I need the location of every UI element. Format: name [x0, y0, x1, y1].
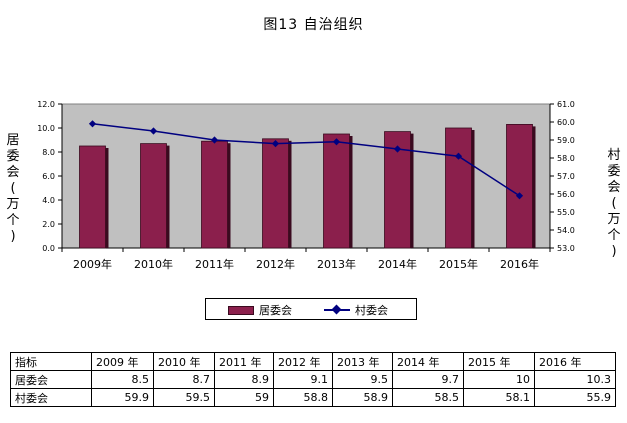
right-tick-label: 54.0 — [557, 226, 575, 235]
line-series — [92, 123, 520, 197]
left-axis-label-char: 居 — [6, 133, 20, 148]
table-cell: 9.1 — [273, 370, 333, 389]
table-header-cell: 2012 年 — [273, 352, 333, 371]
left-tick-label: 0.0 — [42, 244, 55, 253]
legend-label-line: 村委会 — [355, 304, 388, 317]
right-tick-label: 61.0 — [557, 100, 575, 109]
line-point-2009年 — [88, 120, 97, 128]
right-axis-label-char: ( — [611, 196, 617, 211]
right-tick-label: 53.0 — [557, 244, 575, 253]
table-cell: 59.5 — [153, 388, 215, 407]
table-row: 村委会 59.9 59.5 59 58.8 58.9 58.5 58.1 55.… — [10, 388, 616, 407]
table-header-cell: 2011 年 — [214, 352, 274, 371]
table-cell: 8.5 — [91, 370, 154, 389]
plot-area — [61, 103, 551, 249]
table-cell: 58.1 — [463, 388, 535, 407]
legend: 居委会 村委会 — [205, 298, 417, 320]
bar-2010年 — [140, 143, 167, 249]
combo-chart: 0.0 2.0 4.0 6.0 8.0 10.0 12.0 53.0 54.0 55.0 56.0 5… — [37, 100, 575, 271]
left-axis-label-char: ) — [10, 229, 16, 244]
bar-2013年 — [323, 133, 350, 249]
left-tick-label: 4.0 — [42, 196, 55, 205]
table-header-cell: 2010 年 — [153, 352, 215, 371]
table-cell: 58.8 — [273, 388, 333, 407]
right-tick-label: 59.0 — [557, 136, 575, 145]
table-cell: 10 — [463, 370, 535, 389]
left-axis-label-char: ( — [10, 181, 16, 196]
table-row-label: 村委会 — [10, 388, 92, 407]
line-point-2014年 — [393, 145, 402, 153]
left-tick-label: 8.0 — [42, 148, 55, 157]
x-tick-label: 2010年 — [134, 257, 173, 271]
right-tick-label: 60.0 — [557, 118, 575, 127]
right-tick-label: 58.0 — [557, 154, 575, 163]
bar-2012年 — [262, 138, 289, 249]
left-axis-label-char: 委 — [6, 149, 20, 164]
table-header-cell: 2015 年 — [463, 352, 535, 371]
line-point-2015年 — [454, 152, 463, 160]
table-cell: 59 — [214, 388, 274, 407]
table-cell: 9.5 — [332, 370, 393, 389]
left-axis-label-char: 万 — [6, 197, 20, 212]
bar-2016年 — [506, 124, 533, 249]
table-header-cell: 2016 年 — [534, 352, 616, 371]
x-tick-label: 2013年 — [317, 257, 356, 271]
line-point-2012年 — [271, 140, 280, 148]
right-axis-label-char: 个 — [607, 228, 621, 243]
line-point-2016年 — [515, 192, 524, 200]
x-tick-label: 2009年 — [73, 257, 112, 271]
bar-2011年 — [201, 140, 228, 249]
line-point-2011年 — [210, 136, 219, 144]
left-tick-label: 10.0 — [37, 124, 55, 133]
table-cell: 55.9 — [534, 388, 616, 407]
legend-swatch-bar — [228, 305, 254, 315]
left-axis-label: 居委会(万个) — [4, 133, 22, 245]
table-cell: 9.7 — [392, 370, 464, 389]
right-axis-label-char: 万 — [607, 212, 621, 227]
table-cell: 58.5 — [392, 388, 464, 407]
table-header-row: 指标 2009 年 2010 年 2011 年 2012 年 2013 年 20… — [10, 352, 616, 371]
right-tick-label: 55.0 — [557, 208, 575, 217]
bar-2009年 — [79, 145, 106, 249]
legend-label-bar: 居委会 — [259, 304, 292, 317]
left-axis-label-char: 会 — [6, 165, 20, 180]
bar-2015年 — [445, 127, 472, 249]
left-tick-label: 6.0 — [42, 172, 55, 181]
table-row: 居委会 8.5 8.7 8.9 9.1 9.5 9.7 10 10.3 — [10, 370, 616, 389]
line-point-2013年 — [332, 138, 341, 146]
table-header-cell: 2014 年 — [392, 352, 464, 371]
right-axis-label-char: ) — [611, 244, 617, 259]
legend-swatch-line — [324, 305, 350, 315]
table-cell: 8.7 — [153, 370, 215, 389]
table-cell: 58.9 — [332, 388, 393, 407]
table-header-cell: 2013 年 — [332, 352, 393, 371]
right-axis-label: 村委会(万个) — [605, 148, 623, 260]
right-axis-label-char: 委 — [607, 164, 621, 179]
line-point-2010年 — [149, 127, 158, 135]
right-tick-label: 57.0 — [557, 172, 575, 181]
left-tick-label: 2.0 — [42, 220, 55, 229]
table-row-label: 居委会 — [10, 370, 92, 389]
x-tick-label: 2016年 — [500, 257, 539, 271]
table-cell: 10.3 — [534, 370, 616, 389]
data-table: 指标 2009 年 2010 年 2011 年 2012 年 2013 年 20… — [10, 352, 616, 407]
left-tick-label: 12.0 — [37, 100, 55, 109]
x-tick-label: 2011年 — [195, 257, 234, 271]
table-cell: 59.9 — [91, 388, 154, 407]
legend-item-line: 村委会 — [324, 302, 388, 318]
x-tick-label: 2014年 — [378, 257, 417, 271]
table-header-cell: 2009 年 — [91, 352, 154, 371]
right-axis-label-char: 会 — [607, 180, 621, 195]
left-axis-label-char: 个 — [6, 213, 20, 228]
table-header-cell: 指标 — [10, 352, 92, 371]
table-cell: 8.9 — [214, 370, 274, 389]
legend-item-bar: 居委会 — [228, 302, 292, 318]
right-tick-label: 56.0 — [557, 190, 575, 199]
chart-title: 图13 自治组织 — [263, 17, 364, 33]
x-tick-label: 2012年 — [256, 257, 295, 271]
x-tick-label: 2015年 — [439, 257, 478, 271]
right-axis-label-char: 村 — [607, 148, 621, 163]
